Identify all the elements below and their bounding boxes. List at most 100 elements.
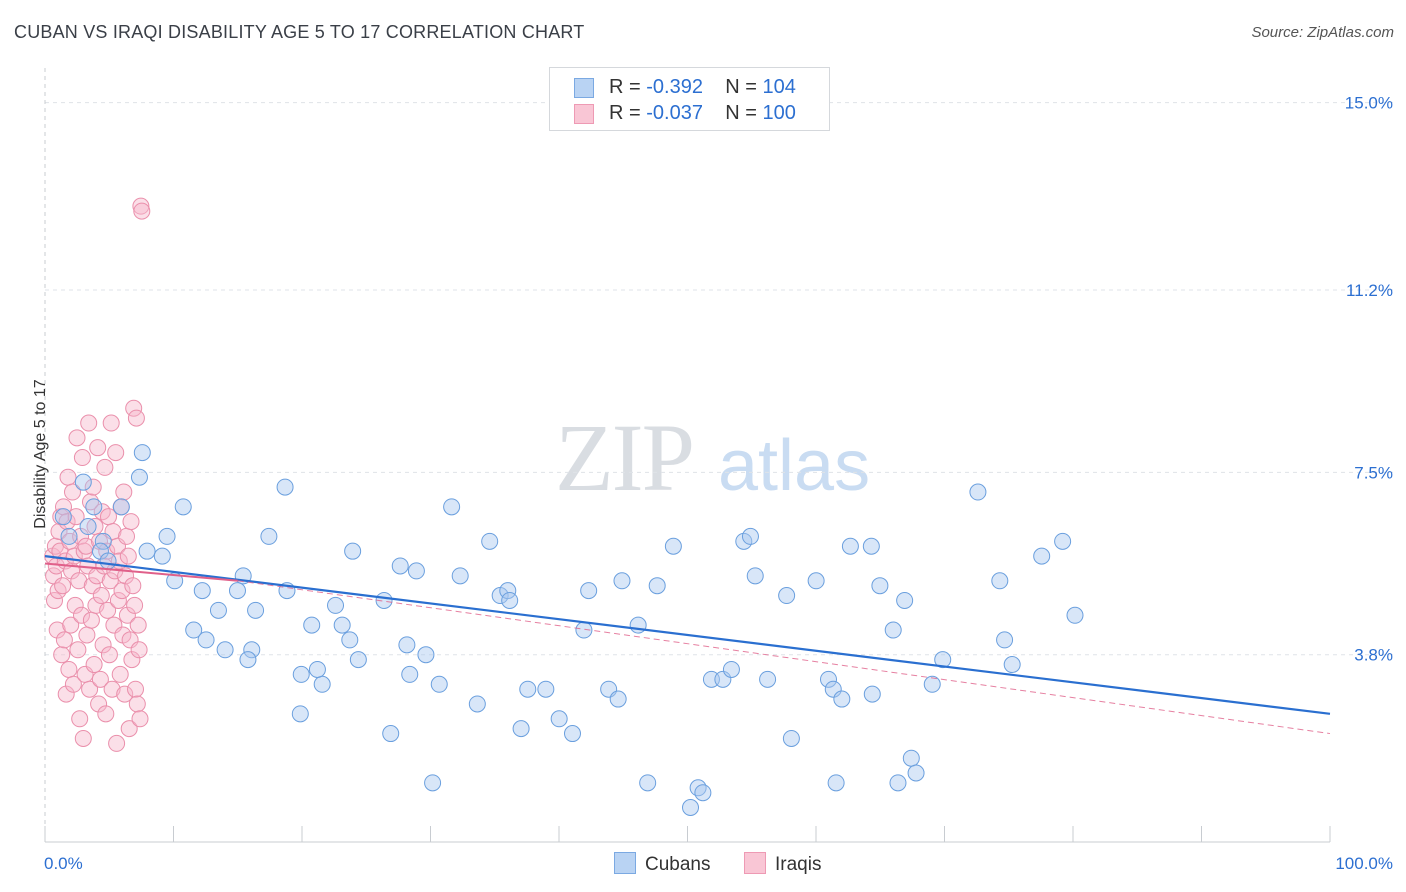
cubans-point bbox=[862, 537, 880, 555]
cubans-point bbox=[327, 596, 345, 614]
iraqis-point bbox=[103, 680, 121, 698]
cubans-trendline bbox=[44, 555, 1331, 715]
cubans-point bbox=[185, 621, 203, 639]
iraqis-point bbox=[55, 631, 73, 649]
iraqis-point bbox=[97, 705, 115, 723]
cubans-swatch bbox=[574, 78, 594, 98]
iraqis-point bbox=[116, 685, 134, 703]
iraqis-point bbox=[64, 483, 81, 501]
iraqis-point bbox=[78, 626, 96, 644]
cubans-point bbox=[153, 547, 171, 565]
cubans-point bbox=[1003, 656, 1021, 674]
iraqis-point bbox=[73, 449, 91, 467]
iraqis-point bbox=[119, 547, 137, 565]
iraqis-point bbox=[92, 587, 110, 605]
cubans-point bbox=[889, 774, 907, 792]
cubans-point bbox=[714, 670, 732, 688]
cubans-point bbox=[239, 651, 257, 669]
iraqis-point bbox=[91, 670, 109, 688]
cubans-point bbox=[243, 641, 261, 659]
cubans-point bbox=[827, 774, 845, 792]
iraqis-point bbox=[124, 577, 142, 595]
iraqis-point bbox=[81, 680, 99, 698]
iraqis-point bbox=[118, 527, 135, 545]
iraqis-swatch bbox=[744, 852, 766, 874]
iraqis-point bbox=[127, 409, 145, 427]
iraqis-point bbox=[62, 616, 80, 634]
iraqis-point bbox=[73, 606, 90, 624]
iraqis-point bbox=[74, 729, 92, 747]
cubans-point bbox=[292, 665, 310, 683]
cubans-point bbox=[550, 710, 568, 728]
iraqis-point bbox=[80, 414, 98, 432]
cubans-point bbox=[884, 621, 902, 639]
cubans-point bbox=[382, 725, 400, 743]
cubans-point bbox=[1054, 532, 1072, 550]
cubans-point bbox=[94, 532, 112, 550]
cubans-point bbox=[609, 690, 627, 708]
iraqis-point bbox=[122, 513, 140, 531]
cubans-point bbox=[193, 582, 211, 600]
iraqis-point bbox=[71, 710, 89, 728]
iraqis-point bbox=[48, 621, 66, 639]
legend-n-label: N = bbox=[725, 102, 757, 124]
iraqis-point bbox=[84, 478, 102, 496]
iraqis-point bbox=[118, 606, 136, 624]
iraqis-point bbox=[49, 582, 67, 600]
cubans-point bbox=[537, 680, 555, 698]
cubans-point bbox=[991, 572, 1009, 590]
iraqis-point bbox=[128, 695, 146, 713]
iraqis-point bbox=[82, 611, 100, 629]
cubans-point bbox=[424, 774, 442, 792]
cubans-point bbox=[824, 680, 842, 698]
cubans-point bbox=[174, 498, 192, 516]
iraqis-point bbox=[94, 636, 112, 654]
cubans-point bbox=[112, 498, 130, 516]
cubans-point bbox=[778, 587, 796, 605]
iraqis-point bbox=[109, 591, 127, 609]
cubans-label: Cubans bbox=[645, 854, 711, 875]
cubans-point bbox=[349, 651, 367, 669]
cubans-point bbox=[333, 616, 351, 634]
legend-r-value: -0.037 bbox=[646, 102, 703, 124]
iraqis-point bbox=[64, 675, 82, 693]
iraqis-point bbox=[46, 591, 63, 609]
cubans-point bbox=[639, 774, 657, 792]
cubans-point bbox=[216, 641, 234, 659]
iraqis-point bbox=[67, 508, 85, 526]
cubans-point bbox=[871, 577, 889, 595]
cubans-point bbox=[197, 631, 215, 649]
cubans-point bbox=[682, 798, 700, 816]
y-tick-label: 3.8% bbox=[1354, 646, 1393, 665]
cubans-point bbox=[896, 591, 914, 609]
cubans-point bbox=[969, 483, 987, 501]
y-tick-label: 7.5% bbox=[1354, 463, 1393, 482]
cubans-point bbox=[130, 468, 148, 486]
legend-r-value: -0.392 bbox=[646, 76, 703, 98]
cubans-point bbox=[291, 705, 309, 723]
cubans-point bbox=[74, 473, 92, 491]
cubans-point bbox=[54, 508, 72, 526]
cubans-point bbox=[664, 537, 682, 555]
cubans-point bbox=[60, 527, 78, 545]
iraqis-point bbox=[115, 483, 133, 501]
cubans-point bbox=[629, 616, 647, 634]
watermark-zip: ZIP bbox=[555, 404, 693, 511]
cubans-point bbox=[276, 478, 294, 496]
cubans-point bbox=[430, 675, 448, 693]
legend-n-label: N = bbox=[725, 76, 757, 98]
iraqis-point bbox=[69, 641, 87, 659]
cubans-point bbox=[228, 582, 246, 600]
cubans-point bbox=[907, 764, 925, 782]
iraqis-point bbox=[120, 720, 138, 738]
cubans-point bbox=[341, 631, 359, 649]
cubans-point bbox=[209, 601, 227, 619]
cubans-point bbox=[308, 660, 326, 678]
cubans-point bbox=[401, 665, 419, 683]
cubans-point bbox=[391, 557, 409, 575]
cubans-point bbox=[746, 567, 764, 585]
cubans-point bbox=[158, 527, 176, 545]
iraqis-trendline-extension bbox=[237, 580, 1331, 735]
iraqis-point bbox=[68, 429, 86, 447]
